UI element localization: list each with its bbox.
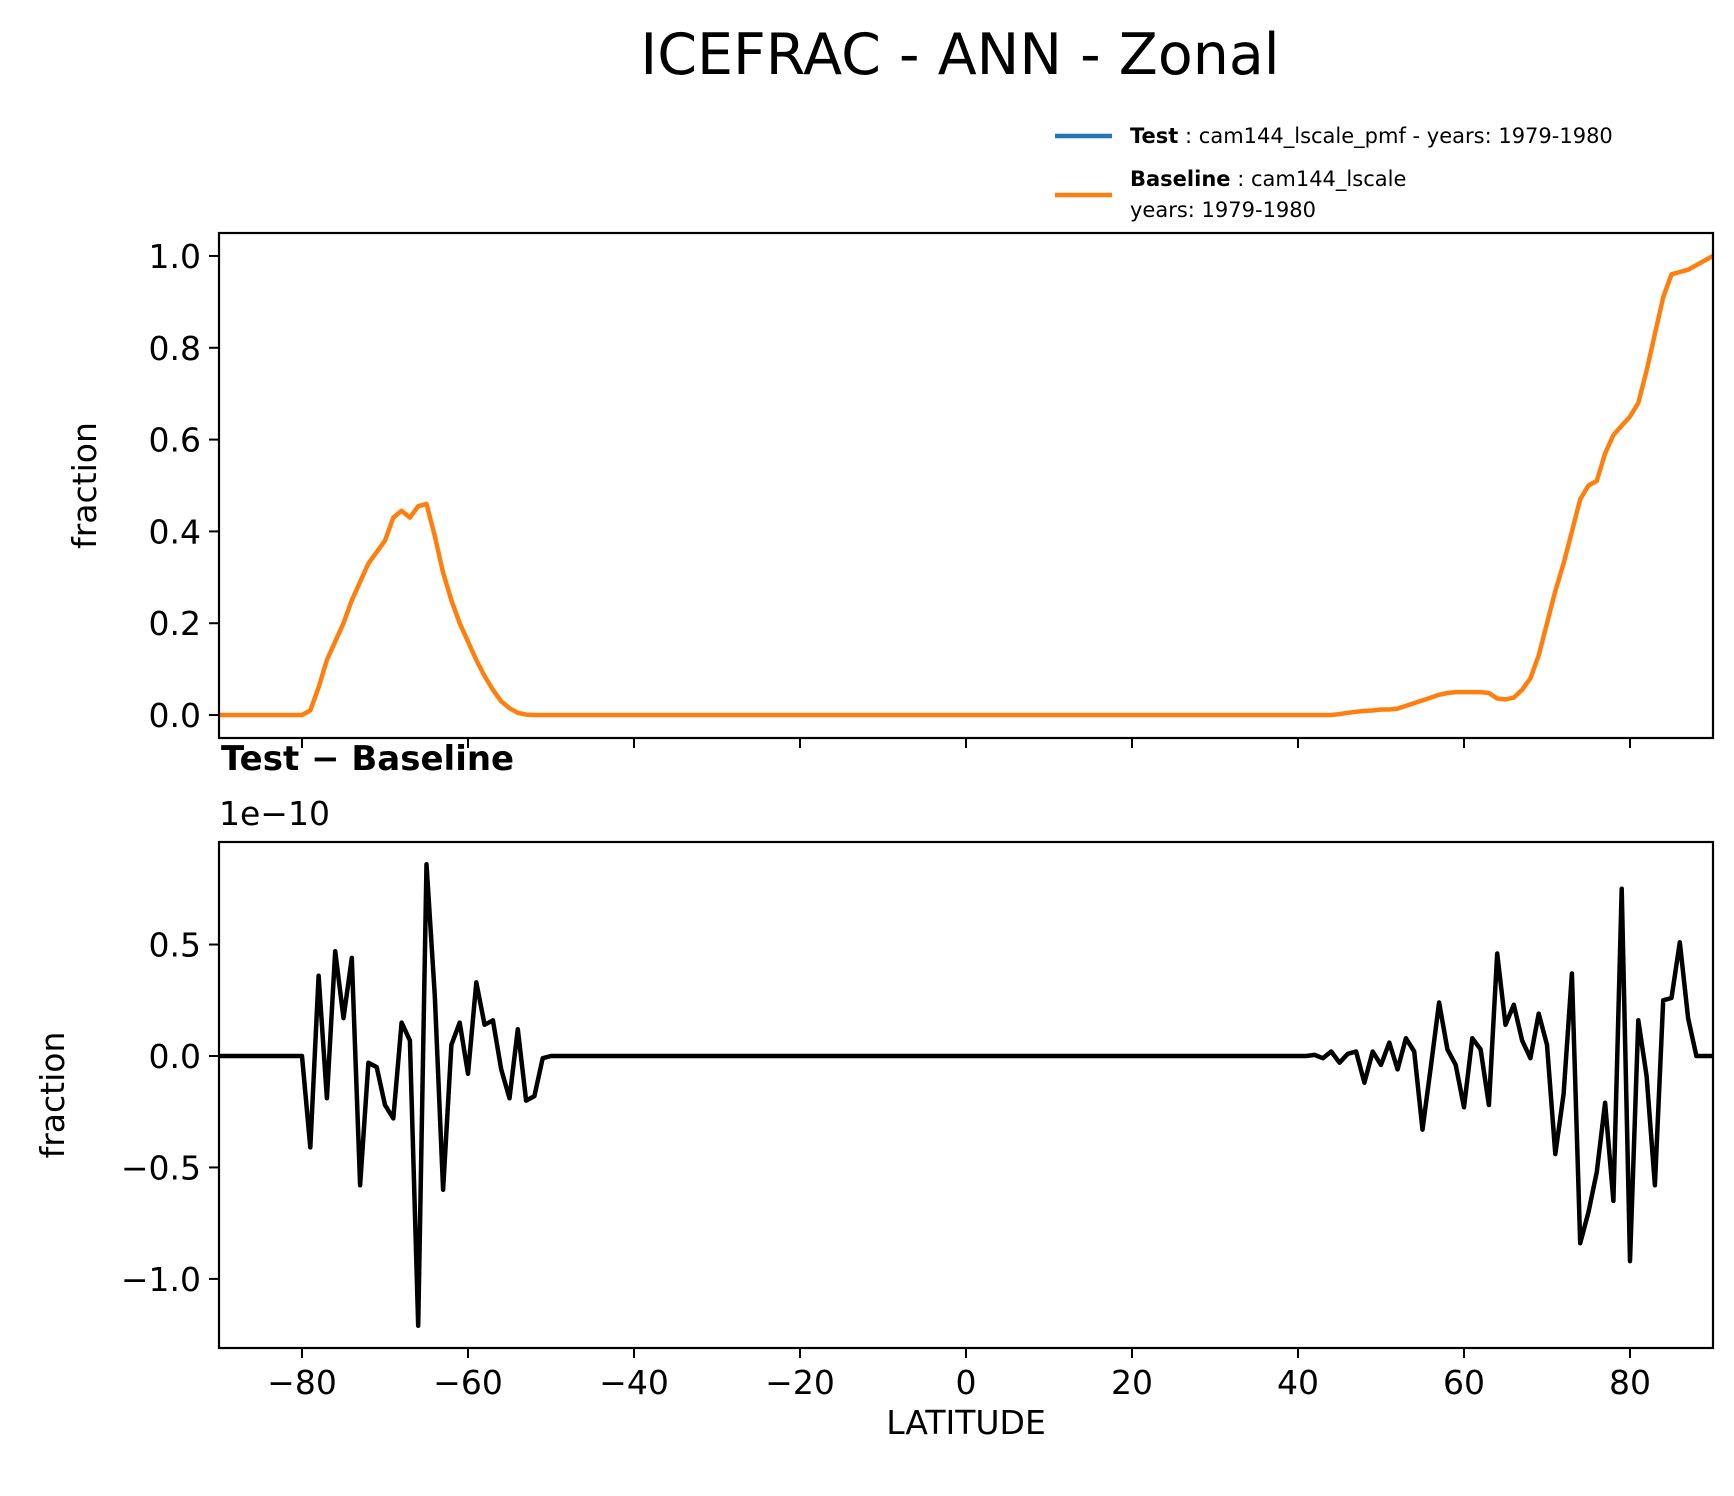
x-tick-label: 80 — [1609, 1363, 1651, 1402]
x-tick-label: 0 — [956, 1363, 977, 1402]
x-tick-label: 60 — [1443, 1363, 1485, 1402]
y-tick-label: 0.5 — [149, 926, 201, 965]
legend-test-text: cam144_lscale_pmf - years: 1979-1980 — [1199, 124, 1613, 149]
baseline-series-line — [219, 254, 1713, 718]
x-tick-label: −80 — [267, 1363, 337, 1402]
y-tick-label: 1.0 — [149, 237, 201, 276]
legend-test-label: Test — [1130, 124, 1178, 148]
plot-frame-1 — [217, 231, 1715, 740]
y-tick-label: 0.0 — [149, 696, 201, 735]
x-tick-label: 40 — [1277, 1363, 1319, 1402]
panel-2: −80 −60 −40 −20 0 20 40 60 80 −1.0 −0.5 0.0 0.5 fract… — [33, 739, 1715, 1442]
legend-test-sep: : — [1185, 124, 1192, 148]
x-tick-label: −40 — [599, 1363, 669, 1402]
y-tick-label: 0.0 — [149, 1037, 201, 1076]
x-tick-label: 20 — [1111, 1363, 1153, 1402]
legend-baseline-entry: Baseline : cam144_lscale — [1130, 167, 1406, 192]
y-tick-label: 0.8 — [149, 329, 201, 368]
x-tick-label: −60 — [433, 1363, 503, 1402]
x-axis-label: LATITUDE — [886, 1403, 1046, 1442]
y-axis-label: fraction — [65, 422, 104, 549]
legend-baseline-sep: : — [1237, 167, 1244, 191]
y-axis-label: fraction — [33, 1032, 72, 1159]
y-tick-label: 0.2 — [149, 604, 201, 643]
y-axis-offset-text: 1e−10 — [219, 794, 330, 833]
legend: Test : cam144_lscale_pmf - years: 1979-1… — [1055, 124, 1613, 222]
x-tick-label: −20 — [765, 1363, 835, 1402]
panel-title: Test − Baseline — [221, 739, 514, 779]
difference-series-line — [219, 862, 1713, 1328]
legend-baseline-label: Baseline — [1130, 167, 1231, 191]
y-tick-label: −0.5 — [121, 1148, 201, 1187]
legend-test-entry: Test : cam144_lscale_pmf - years: 1979-1… — [1130, 124, 1613, 149]
figure-title: ICEFRAC - ANN - Zonal — [640, 22, 1279, 88]
y-tick-label: 0.6 — [149, 421, 201, 460]
legend-baseline-years: years: 1979-1980 — [1130, 198, 1316, 222]
y-tick-label: −1.0 — [121, 1260, 201, 1299]
panel-1: 0.0 0.2 0.4 0.6 0.8 1.0 fraction — [65, 231, 1715, 748]
y-tick-label: 0.4 — [149, 512, 201, 551]
legend-baseline-text: cam144_lscale — [1251, 167, 1406, 192]
